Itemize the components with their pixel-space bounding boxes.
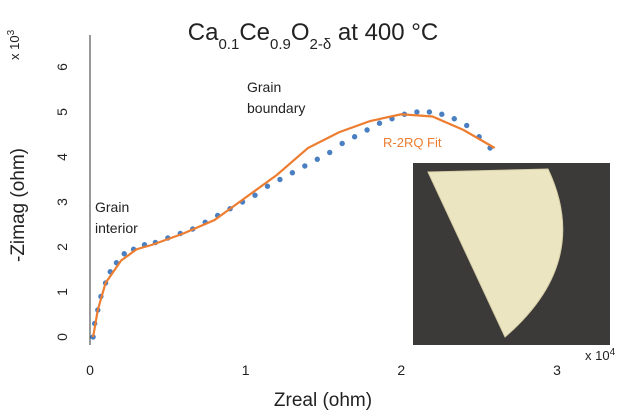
multiplier-exp: 4: [610, 347, 616, 358]
y-tick-label: 0: [54, 333, 70, 341]
data-point: [352, 134, 357, 139]
x-tick-label: 3: [553, 362, 561, 378]
title-part: 2-δ: [310, 36, 332, 53]
x-axis-label: Zreal (ohm): [274, 390, 372, 411]
title-part: O: [291, 19, 310, 46]
title-part: at 400 °C: [331, 19, 438, 46]
data-point: [414, 109, 419, 114]
data-point: [452, 116, 457, 121]
chart-title: Ca0.1Ce0.9O2-δ at 400 °C: [188, 19, 438, 53]
y-multiplier: x 103: [6, 29, 23, 60]
x-tick-label: 2: [397, 362, 405, 378]
data-point: [277, 177, 282, 182]
y-tick-label: 3: [54, 198, 70, 206]
data-point: [464, 123, 469, 128]
y-tick-label: 5: [54, 108, 70, 116]
annotation: interior: [95, 220, 138, 236]
y-tick-label: 2: [54, 243, 70, 251]
data-point: [439, 112, 444, 117]
data-point: [377, 121, 382, 126]
data-point: [327, 150, 332, 155]
data-point: [315, 157, 320, 162]
x-multiplier: x 104: [585, 347, 616, 364]
title-part: 0.9: [270, 36, 291, 53]
multiplier-base: x 10: [585, 348, 610, 363]
chart: Ca0.1Ce0.9O2-δ at 400 °C 0 1 2 3 0 1 2 3 4 5 6 Zreal…: [0, 0, 626, 412]
title-part: 0.1: [218, 36, 239, 53]
y-tick-label: 1: [54, 288, 70, 296]
x-tick-label: 1: [242, 362, 250, 378]
y-tick-label: 6: [54, 63, 70, 71]
data-point: [290, 170, 295, 175]
annotation: Grain: [95, 199, 129, 215]
data-point: [302, 163, 307, 168]
data-point: [339, 141, 344, 146]
x-tick-label: 0: [86, 362, 94, 378]
title-part: Ce: [239, 19, 270, 46]
annotation: boundary: [247, 100, 305, 116]
title-part: Ca: [188, 19, 219, 46]
page: Ca0.1Ce0.9O2-δ at 400 °C 0 1 2 3 0 1 2 3 4 5 6 Zreal…: [0, 0, 626, 412]
multiplier-base: x 10: [7, 35, 22, 60]
multiplier-exp: 3: [6, 29, 17, 35]
annotation: Grain: [247, 79, 281, 95]
data-point: [427, 109, 432, 114]
y-tick-label: 4: [54, 153, 70, 161]
series-label: R-2RQ Fit: [383, 135, 442, 150]
y-axis-label: -Zimag (ohm): [8, 148, 29, 262]
data-point: [364, 127, 369, 132]
